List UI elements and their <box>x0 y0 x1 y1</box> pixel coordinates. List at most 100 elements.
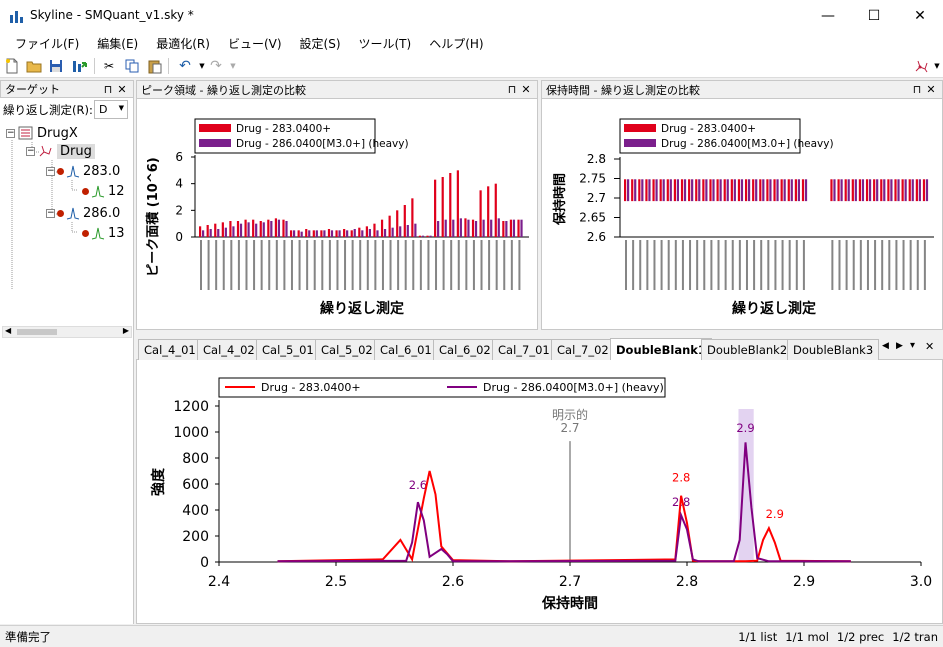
redo-dropdown-icon[interactable]: ▼ <box>230 62 236 70</box>
save-icon[interactable] <box>47 57 65 75</box>
copy-icon[interactable] <box>123 57 141 75</box>
rt-bar <box>759 179 762 202</box>
tab-cal_4_02[interactable]: Cal_4_02 <box>197 339 261 360</box>
pin-icon[interactable]: ⊓ <box>507 83 517 96</box>
tree-item-transition-light[interactable]: 12 <box>82 182 125 200</box>
rt-bar <box>634 179 637 202</box>
collapse-icon[interactable]: − <box>46 207 55 218</box>
tab-doubleblank1[interactable]: DoubleBlank1 <box>610 338 712 360</box>
tab-cal_5_01[interactable]: Cal_5_01 <box>256 339 320 360</box>
chromatogram-chart[interactable]: Drug - 283.0400+ Drug - 286.0400[M3.0+] … <box>137 360 942 624</box>
maximize-button[interactable]: ☐ <box>851 0 897 32</box>
import-icon[interactable] <box>71 57 89 75</box>
scroll-left-icon[interactable]: ◀ <box>5 326 12 335</box>
menu-tools[interactable]: ツール(T) <box>358 36 412 51</box>
menu-view[interactable]: ビュー(V) <box>227 36 282 51</box>
tab-scroll-left-icon[interactable]: ◀ <box>882 341 889 351</box>
tree-item-drug[interactable]: − Drug <box>26 142 95 160</box>
retention-time-chart[interactable]: Drug - 283.0400+ Drug - 286.0400[M3.0+] … <box>542 99 942 329</box>
rt-bar <box>904 179 907 202</box>
tab-cal_7_01[interactable]: Cal_7_01 <box>492 339 556 360</box>
rt-bar <box>737 179 741 202</box>
close-button[interactable]: ✕ <box>897 0 943 32</box>
undo-icon[interactable]: ↶ <box>179 58 191 74</box>
bar <box>376 230 379 237</box>
molecule-dropdown-icon[interactable]: ▼ <box>934 62 940 70</box>
tab-doubleblank2[interactable]: DoubleBlank2 <box>701 339 794 360</box>
x-tick-label-placeholder <box>245 240 248 290</box>
x-tick-label-placeholder <box>738 240 741 290</box>
x-tick-label-placeholder <box>710 240 713 290</box>
x-tick-label-placeholder <box>488 240 491 290</box>
tree-item-transition-heavy[interactable]: 13 <box>82 224 125 242</box>
collapse-icon[interactable]: − <box>26 145 35 156</box>
x-tick-label-placeholder <box>268 240 271 290</box>
tab-doubleblank3[interactable]: DoubleBlank3 <box>787 339 880 360</box>
menu-edit[interactable]: 編集(E) <box>97 36 139 51</box>
rt-bar <box>624 179 627 202</box>
bar <box>467 219 470 237</box>
close-pane-icon[interactable]: ✕ <box>926 83 936 96</box>
bar <box>247 222 250 237</box>
redo-icon[interactable]: ↷ <box>210 58 222 74</box>
rt-bar <box>901 179 904 202</box>
tree-item-precursor-heavy[interactable]: − 286.0 <box>46 204 120 222</box>
tab-cal_4_01[interactable]: Cal_4_01 <box>138 339 202 360</box>
y-tick-label: 600 <box>182 477 209 493</box>
rt-bar <box>773 179 776 202</box>
x-tick-label-placeholder <box>237 240 240 290</box>
tab-cal_7_02[interactable]: Cal_7_02 <box>551 339 615 360</box>
replicate-select[interactable]: D ▼ <box>94 100 128 119</box>
tree-item-druglist[interactable]: − DrugX <box>6 124 78 142</box>
y-tick-label: 1000 <box>173 425 209 441</box>
x-tick-label-placeholder <box>689 240 692 290</box>
menu-settings[interactable]: 設定(S) <box>299 36 341 51</box>
scrollbar-thumb[interactable] <box>17 329 57 335</box>
x-tick-label-placeholder <box>717 240 720 290</box>
x-tick-label-placeholder <box>412 240 415 290</box>
collapse-icon[interactable]: − <box>46 165 55 176</box>
paste-icon[interactable] <box>146 57 164 75</box>
y-tick-label: 0 <box>200 555 209 571</box>
cut-icon[interactable]: ✂ <box>103 59 115 73</box>
molecule-icon[interactable] <box>912 57 930 75</box>
close-pane-icon[interactable]: ✕ <box>521 83 531 96</box>
pin-icon[interactable]: ⊓ <box>912 83 922 96</box>
x-tick-label-placeholder <box>321 240 324 290</box>
tab-cal_5_02[interactable]: Cal_5_02 <box>315 339 379 360</box>
menu-file[interactable]: ファイル(F) <box>15 36 80 51</box>
open-folder-icon[interactable] <box>25 57 43 75</box>
bar <box>209 229 212 237</box>
x-tick-label-placeholder <box>510 240 513 290</box>
peak-rt-label: 2.6 <box>409 478 427 492</box>
replicate-tabs: Cal_4_01 Cal_4_02 Cal_5_01 Cal_5_02 Cal_6_01… <box>136 337 943 360</box>
menu-help[interactable]: ヘルプ(H) <box>429 36 484 51</box>
menu-refine[interactable]: 最適化(R) <box>156 36 210 51</box>
close-pane-icon[interactable]: ✕ <box>925 340 935 353</box>
collapse-icon[interactable]: − <box>6 127 15 138</box>
bar <box>490 219 493 237</box>
bar <box>229 221 232 237</box>
scroll-right-icon[interactable]: ▶ <box>122 326 129 335</box>
rt-bar <box>883 179 886 202</box>
y-tick-label: 2.75 <box>579 172 606 186</box>
tree-item-precursor-light[interactable]: − 283.0 <box>46 162 120 180</box>
tab-list-icon[interactable]: ▾ <box>910 340 916 351</box>
x-tick-label-placeholder <box>881 240 884 290</box>
legend-label-heavy: Drug - 286.0400[M3.0+] (heavy) <box>236 138 409 150</box>
peak-area-chart[interactable]: Drug - 283.0400+ Drug - 286.0400[M3.0+] … <box>137 99 537 329</box>
rt-bar <box>790 179 793 202</box>
targets-header: ターゲット ⊓ ✕ <box>0 80 134 98</box>
new-file-icon[interactable] <box>3 57 21 75</box>
bar <box>239 223 243 237</box>
minimize-button[interactable]: — <box>805 0 851 32</box>
rt-bar <box>762 179 765 202</box>
close-pane-icon[interactable]: ✕ <box>117 82 127 96</box>
horizontal-scrollbar[interactable]: ◀ ▶ <box>2 326 132 338</box>
rt-bar <box>880 179 883 202</box>
tab-cal_6_01[interactable]: Cal_6_01 <box>374 339 438 360</box>
undo-dropdown-icon[interactable]: ▼ <box>199 62 205 70</box>
pin-icon[interactable]: ⊓ <box>103 82 113 96</box>
tab-cal_6_02[interactable]: Cal_6_02 <box>433 339 497 360</box>
tab-scroll-right-icon[interactable]: ▶ <box>896 341 903 351</box>
